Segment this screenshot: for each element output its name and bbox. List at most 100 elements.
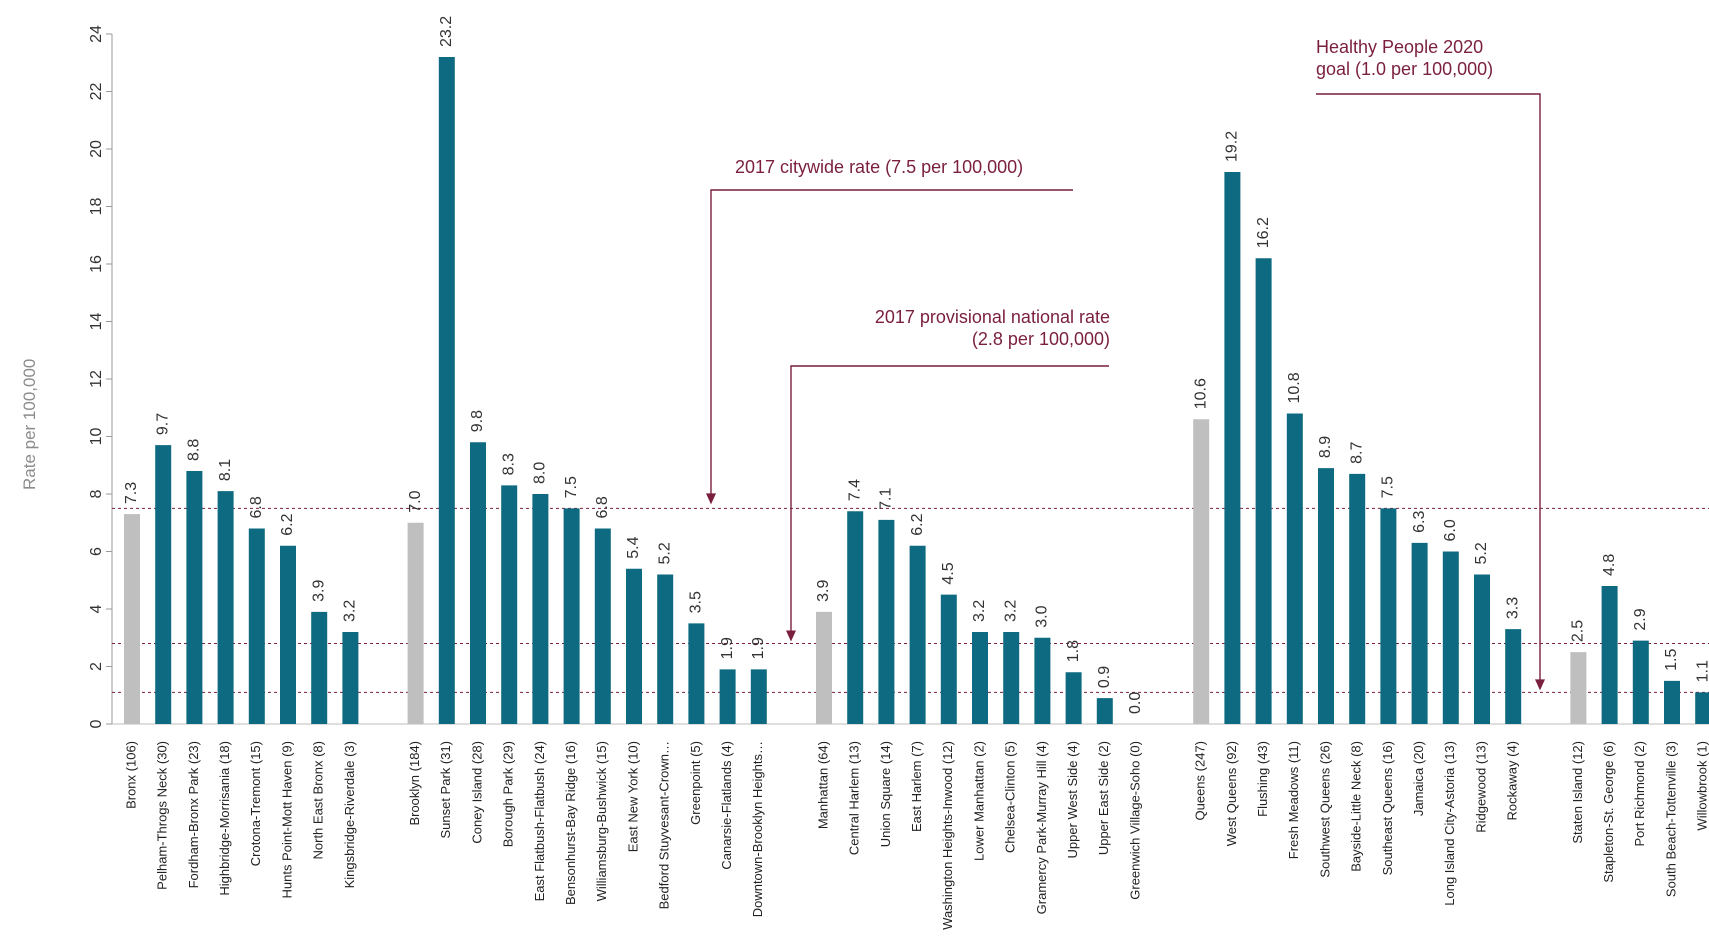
data-label: 7.0 [407,490,424,512]
data-label: 7.4 [846,479,863,501]
data-label: 6.3 [1411,511,1428,533]
x-tick-label: Rockaway (4) [1505,741,1520,820]
bar [438,57,455,724]
data-label: 7.5 [1380,476,1397,498]
x-tick-label: Upper West Side (4) [1065,741,1080,859]
x-tick-label: Williamsburg-Bushwick (15) [594,741,609,901]
data-label: 6.8 [594,496,611,518]
x-tick-label: Staten Island (12) [1570,741,1585,844]
bar [501,485,518,724]
data-label: 9.8 [469,410,486,432]
bar [1442,551,1459,724]
y-tick-label: 14 [88,313,105,331]
bar [1664,680,1680,724]
national-arrow-head [786,630,796,642]
bar [1505,629,1522,724]
bar [1411,542,1428,724]
x-tick-label: Bedford Stuyvesant-Crown… [657,741,672,909]
x-tick-label: East Harlem (7) [909,741,924,832]
hp2020-annotation-line1: Healthy People 2020 [1316,37,1484,57]
y-tick-label: 20 [88,140,105,158]
data-label: 9.7 [154,413,171,435]
x-tick-label: South Beach-Tottenville (3) [1663,741,1678,897]
bar [878,519,895,724]
x-tick-label: Central Harlem (13) [847,741,862,855]
data-label: 6.8 [248,496,265,518]
bar [342,632,359,724]
y-tick-label: 12 [88,370,105,388]
bar [1632,640,1649,724]
x-tick-label: Queens (247) [1193,741,1208,821]
data-label: 8.7 [1348,442,1365,464]
bar [1601,586,1618,724]
data-label: 23.2 [438,16,455,47]
bar [186,471,203,724]
bar [816,611,832,724]
y-tick-label: 4 [88,604,105,613]
data-label: 8.0 [532,462,549,484]
bar [1380,508,1397,724]
citywide-arrow-head [706,493,716,505]
bar [909,545,926,724]
data-label: 1.8 [1065,640,1082,662]
data-label: 10.8 [1286,372,1303,403]
national-arrow-line [790,365,1109,636]
data-label: 6.0 [1442,519,1459,541]
bar [750,669,767,724]
x-tick-label: Bensonhurst-Bay Ridge (16) [563,741,578,905]
data-label: 7.5 [563,476,580,498]
x-tick-label: Manhattan (64) [815,741,830,829]
y-tick-label: 2 [88,662,105,671]
data-label: 3.3 [1504,597,1521,619]
y-tick-label: 8 [88,489,105,498]
hp2020-arrow-line [1316,93,1541,685]
hp2020-annotation-line2: goal (1.0 per 100,000) [1316,59,1494,79]
x-tick-label: Willowbrook (1) [1695,741,1709,831]
bar [626,568,642,724]
y-tick-label: 0 [88,719,105,728]
bar [1286,413,1303,724]
citywide-arrow-line [710,189,1073,499]
x-tick-label: North East Bronx (8) [311,741,326,860]
data-label: 3.2 [1002,600,1019,622]
bar [594,528,611,724]
x-tick-label: Canarsie-Flatlands (4) [719,741,734,870]
bar [1034,637,1051,724]
x-tick-label: Brooklyn (184) [407,741,422,826]
data-label: 0.0 [1127,692,1144,714]
bar [1003,632,1020,724]
x-tick-label: Downtown-Brooklyn Heights… [750,741,765,917]
data-label: 4.5 [940,562,957,584]
bar [1065,672,1082,724]
bar [1255,258,1272,724]
data-label: 5.2 [1473,542,1490,564]
y-axis-label: Rate per 100,000 [20,358,39,490]
x-tick-label: East Flatbush-Flatbush (24) [532,741,547,901]
x-tick-label: Bronx (106) [123,741,138,809]
data-label: 3.2 [342,600,359,622]
data-label: 10.6 [1192,378,1209,409]
x-tick-label: West Queens (92) [1224,741,1239,846]
data-label: 8.1 [217,459,234,481]
bar [719,669,736,724]
x-tick-label: Chelsea-Clinton (5) [1003,741,1018,853]
bar [1096,698,1113,724]
data-label: 5.2 [656,542,673,564]
x-tick-label: Kingsbridge-Riverdale (3) [342,741,357,888]
bar [470,442,486,724]
bar [124,514,140,724]
bar [1695,692,1709,724]
data-label: 6.2 [909,513,926,535]
data-label: 19.2 [1224,131,1241,162]
bar [688,623,705,724]
x-tick-label: Long Island City-Astoria (13) [1442,741,1457,906]
bar [1224,172,1241,724]
bar [217,491,234,724]
bar [847,511,864,724]
bar [972,632,988,724]
x-tick-label: Bayside-Little Neck (8) [1349,741,1364,872]
bars: 7.3 Bronx (106) 9.7 Pelham-Throgs Neck (30)… [123,16,1709,930]
x-tick-label: Gramercy Park-Murray Hill (4) [1034,741,1049,914]
x-tick-label: Southwest Queens (26) [1317,741,1332,878]
x-tick-label: East New York (10) [625,741,640,852]
